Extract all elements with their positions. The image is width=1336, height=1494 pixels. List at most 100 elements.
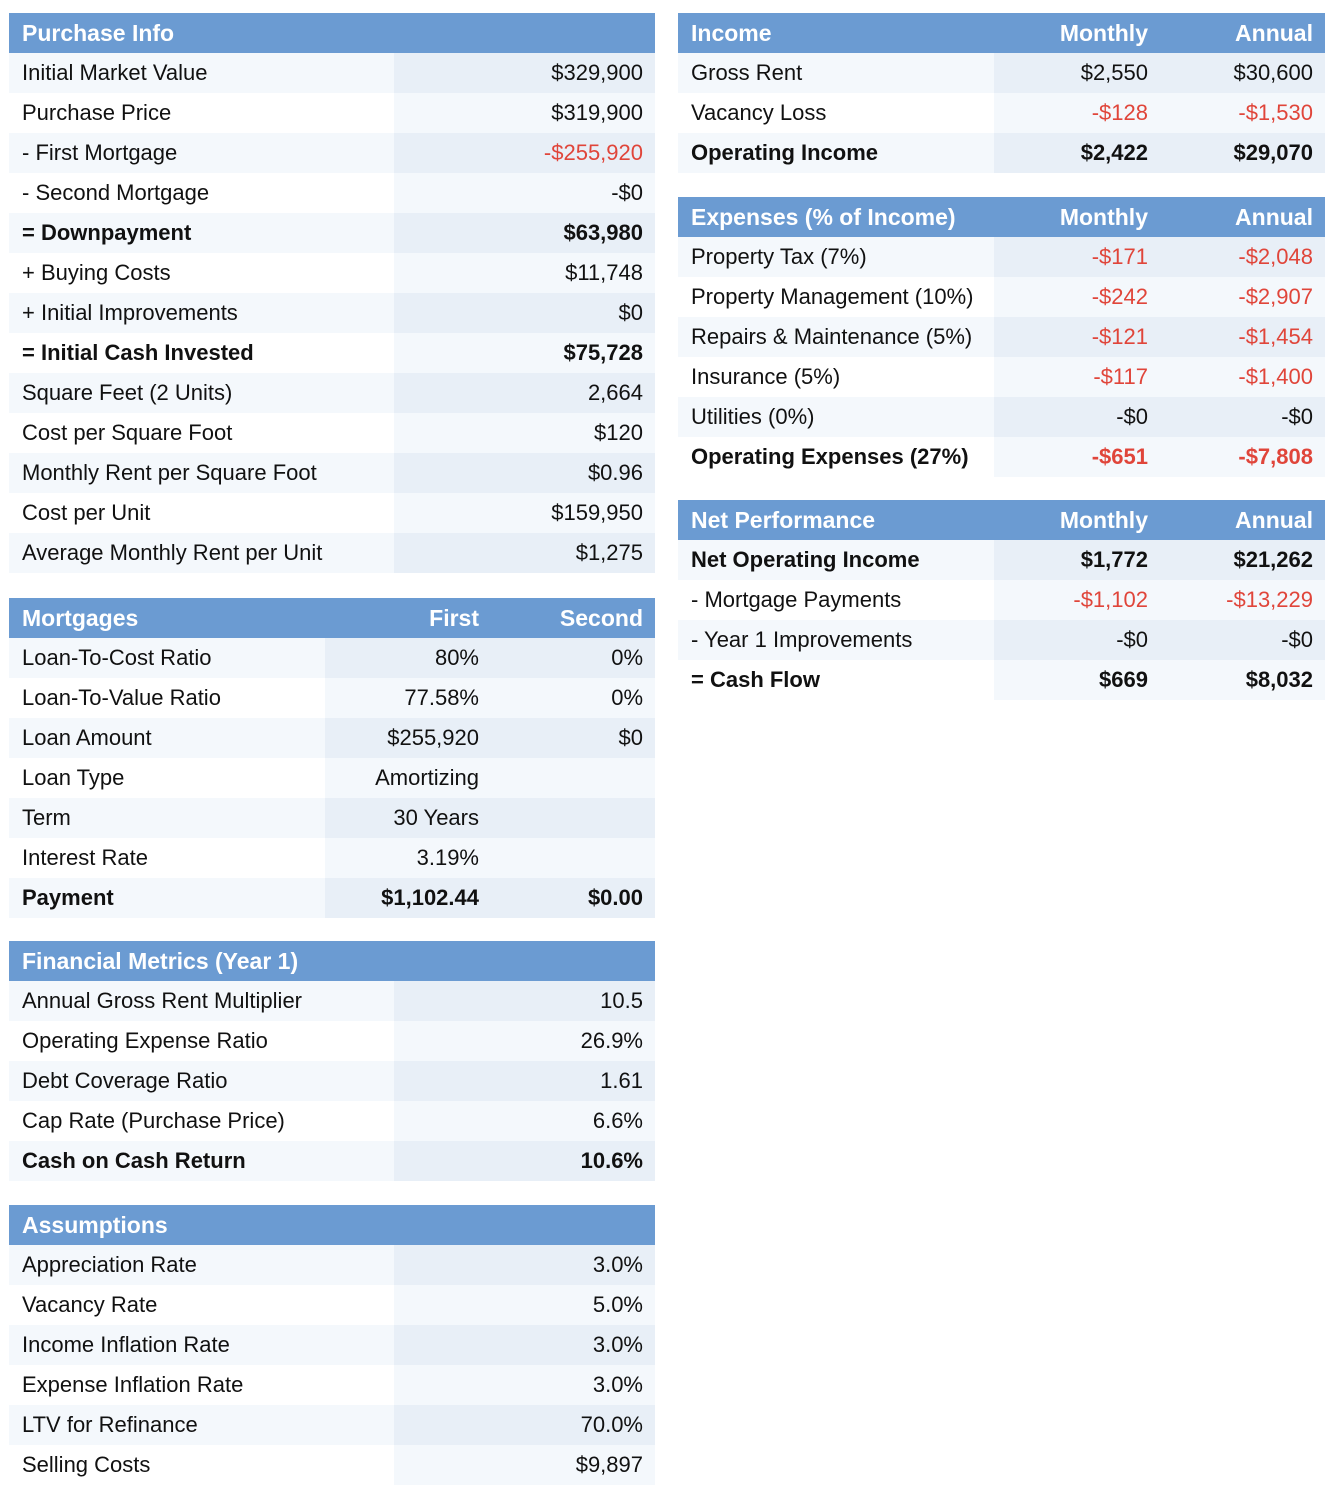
- expenses-title: Expenses (% of Income): [691, 203, 956, 230]
- table-row: Appreciation Rate 3.0%: [9, 1245, 655, 1285]
- row-label: Debt Coverage Ratio: [9, 1061, 394, 1101]
- row-label: Interest Rate: [9, 838, 325, 878]
- monthly-value: -$117: [994, 357, 1160, 397]
- column-header-annual: Annual: [1235, 506, 1313, 533]
- row-value: 70.0%: [394, 1405, 655, 1445]
- row-label: Property Tax (7%): [678, 237, 994, 277]
- row-label: Net Operating Income: [678, 540, 994, 580]
- row-label: Loan Type: [9, 758, 325, 798]
- row-value: $63,980: [394, 213, 655, 253]
- monthly-value: $2,550: [994, 53, 1160, 93]
- income-table: Income Monthly Annual Gross Rent $2,550 $3…: [678, 13, 1325, 173]
- second-value: $0.00: [491, 878, 655, 918]
- row-label: + Initial Improvements: [9, 293, 394, 333]
- table-row: - Mortgage Payments -$1,102 -$13,229: [678, 580, 1325, 620]
- annual-value: -$1,530: [1160, 93, 1325, 133]
- row-value: 3.0%: [394, 1245, 655, 1285]
- row-label: Cash on Cash Return: [9, 1141, 394, 1181]
- table-row: Annual Gross Rent Multiplier 10.5: [9, 981, 655, 1021]
- column-header-second: Second: [559, 604, 643, 631]
- row-label: Loan-To-Cost Ratio: [9, 638, 325, 678]
- annual-value: $29,070: [1160, 133, 1325, 173]
- column-header-monthly: Monthly: [1059, 506, 1148, 533]
- row-label: Vacancy Loss: [678, 93, 994, 133]
- first-value: 3.19%: [325, 838, 491, 878]
- row-label: Operating Expenses (27%): [678, 437, 994, 477]
- table-row: Expense Inflation Rate 3.0%: [9, 1365, 655, 1405]
- row-label: Gross Rent: [678, 53, 994, 93]
- annual-value: $8,032: [1160, 660, 1325, 700]
- monthly-value: -$171: [994, 237, 1160, 277]
- table-row: Loan-To-Value Ratio 77.58% 0%: [9, 678, 655, 718]
- table-row: = Downpayment $63,980: [9, 213, 655, 253]
- row-label: Insurance (5%): [678, 357, 994, 397]
- row-label: + Buying Costs: [9, 253, 394, 293]
- row-label: = Initial Cash Invested: [9, 333, 394, 373]
- monthly-value: -$0: [994, 397, 1160, 437]
- annual-value: $30,600: [1160, 53, 1325, 93]
- purchase-info-title: Purchase Info: [22, 19, 175, 46]
- annual-value: $21,262: [1160, 540, 1325, 580]
- row-label: Cap Rate (Purchase Price): [9, 1101, 394, 1141]
- row-value: $319,900: [394, 93, 655, 133]
- row-label: Annual Gross Rent Multiplier: [9, 981, 394, 1021]
- row-label: - Second Mortgage: [9, 173, 394, 213]
- first-value: 77.58%: [325, 678, 491, 718]
- annual-value: -$0: [1160, 397, 1325, 437]
- table-row: Initial Market Value $329,900: [9, 53, 655, 93]
- row-value: 26.9%: [394, 1021, 655, 1061]
- table-row: Cap Rate (Purchase Price) 6.6%: [9, 1101, 655, 1141]
- row-value: -$255,920: [394, 133, 655, 173]
- row-value: 6.6%: [394, 1101, 655, 1141]
- row-label: Utilities (0%): [678, 397, 994, 437]
- table-row: Monthly Rent per Square Foot $0.96: [9, 453, 655, 493]
- annual-value: -$7,808: [1160, 437, 1325, 477]
- table-row: Loan Amount $255,920 $0: [9, 718, 655, 758]
- table-row: + Initial Improvements $0: [9, 293, 655, 333]
- column-header-annual: Annual: [1235, 19, 1313, 46]
- column-header-monthly: Monthly: [1059, 203, 1148, 230]
- row-label: Expense Inflation Rate: [9, 1365, 394, 1405]
- row-label: Square Feet (2 Units): [9, 373, 394, 413]
- monthly-value: $1,772: [994, 540, 1160, 580]
- mortgages-title: Mortgages: [22, 604, 139, 631]
- first-value: $1,102.44: [325, 878, 491, 918]
- annual-value: -$1,454: [1160, 317, 1325, 357]
- assumptions-header: Assumptions: [9, 1205, 655, 1245]
- table-row: Gross Rent $2,550 $30,600: [678, 53, 1325, 93]
- table-row: Property Tax (7%) -$171 -$2,048: [678, 237, 1325, 277]
- table-row: Income Inflation Rate 3.0%: [9, 1325, 655, 1365]
- second-value: 0%: [491, 678, 655, 718]
- second-value: [491, 758, 655, 798]
- table-row: Interest Rate 3.19%: [9, 838, 655, 878]
- row-value: 3.0%: [394, 1365, 655, 1405]
- table-row: Debt Coverage Ratio 1.61: [9, 1061, 655, 1101]
- table-row: = Initial Cash Invested $75,728: [9, 333, 655, 373]
- row-label: Operating Expense Ratio: [9, 1021, 394, 1061]
- table-row: Insurance (5%) -$117 -$1,400: [678, 357, 1325, 397]
- table-row: Operating Expenses (27%) -$651 -$7,808: [678, 437, 1325, 477]
- table-row: Loan Type Amortizing: [9, 758, 655, 798]
- row-label: Cost per Square Foot: [9, 413, 394, 453]
- row-value: 1.61: [394, 1061, 655, 1101]
- row-value: $0: [394, 293, 655, 333]
- table-row: Repairs & Maintenance (5%) -$121 -$1,454: [678, 317, 1325, 357]
- row-label: Initial Market Value: [9, 53, 394, 93]
- row-label: Selling Costs: [9, 1445, 394, 1485]
- row-label: Average Monthly Rent per Unit: [9, 533, 394, 573]
- row-label: Property Management (10%): [678, 277, 994, 317]
- second-value: 0%: [491, 638, 655, 678]
- table-row: - Second Mortgage -$0: [9, 173, 655, 213]
- second-value: [491, 838, 655, 878]
- second-value: [491, 798, 655, 838]
- annual-value: -$2,907: [1160, 277, 1325, 317]
- row-label: Operating Income: [678, 133, 994, 173]
- row-value: 10.5: [394, 981, 655, 1021]
- income-title: Income: [691, 19, 772, 46]
- row-label: Purchase Price: [9, 93, 394, 133]
- annual-value: -$2,048: [1160, 237, 1325, 277]
- income-header: Income Monthly Annual: [678, 13, 1325, 53]
- annual-value: -$13,229: [1160, 580, 1325, 620]
- column-header-monthly: Monthly: [1059, 19, 1148, 46]
- annual-value: -$1,400: [1160, 357, 1325, 397]
